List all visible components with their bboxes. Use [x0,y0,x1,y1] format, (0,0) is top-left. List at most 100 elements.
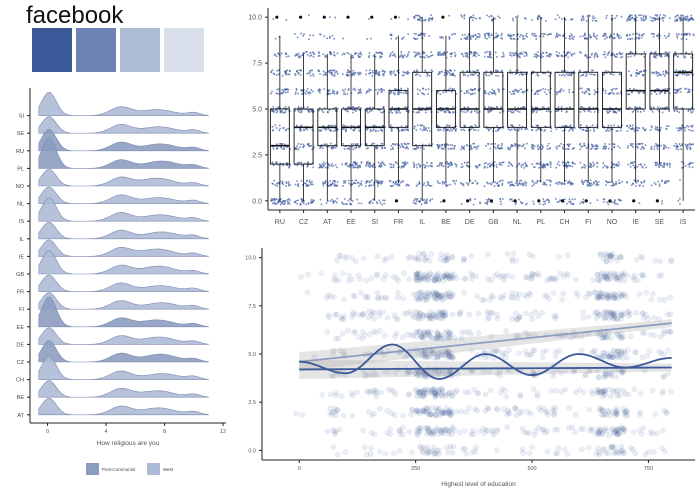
scatter-point [652,257,658,264]
jitter-point [460,52,463,55]
jitter-point [437,51,439,54]
jitter-point [334,74,336,77]
jitter-point [485,32,488,35]
scatter-point [509,315,516,322]
jitter-point [557,55,560,57]
jitter-point [272,129,274,131]
scatter-point [333,335,339,342]
jitter-point [359,90,361,93]
jitter-point [472,92,474,95]
jitter-point [333,181,336,183]
jitter-point [520,51,523,54]
scatter-point [475,390,481,397]
jitter-point [307,184,309,187]
jitter-point [475,17,477,20]
jitter-point [406,129,408,131]
jitter-point [487,127,490,129]
jitter-point [449,87,452,90]
jitter-point [405,72,408,74]
jitter-point [306,143,309,145]
jitter-point [488,162,491,165]
jitter-point [446,161,448,163]
jitter-point [451,163,453,166]
jitter-point [392,148,394,150]
jitter-point [324,56,327,58]
jitter-point [422,93,425,95]
jitter-point [276,185,279,187]
jitter-point [354,161,356,163]
jitter-point [510,55,513,57]
jitter-point [354,179,357,182]
jitter-point [399,181,402,184]
jitter-point [495,130,497,132]
jitter-point [383,163,385,165]
jitter-point [398,16,400,19]
jitter-point [426,161,428,164]
jitter-point [390,18,393,20]
jitter-point [517,129,519,132]
jitter-point [468,32,470,35]
jitter-point [468,92,470,94]
jitter-point [467,106,469,108]
jitter-point [286,88,289,90]
jitter-point [310,54,313,57]
jitter-point [538,35,541,38]
jitter-point [431,143,434,145]
jitter-point [425,128,427,130]
jitter-point [557,91,559,94]
jitter-point [333,146,335,148]
jitter-point [354,166,357,169]
jitter-point [404,147,407,150]
jitter-point [422,184,425,186]
jitter-point [520,164,523,166]
jitter-point [302,184,304,186]
jitter-point [516,89,518,92]
jitter-point [492,92,494,94]
jitter-point [302,34,304,37]
jitter-point [343,91,345,93]
jitter-point [466,38,469,40]
jitter-point [301,93,303,95]
jitter-point [498,164,501,166]
jitter-point [305,51,307,53]
jitter-point [357,167,359,169]
jitter-point [401,129,404,131]
scatter-point [520,450,526,456]
jitter-point [368,184,371,186]
jitter-point [287,202,289,205]
jitter-point [494,92,496,94]
jitter-point [460,128,462,131]
swatch-3 [120,28,160,72]
jitter-point [525,182,528,184]
jitter-point [522,183,525,185]
jitter-point [569,51,571,54]
jitter-point [408,71,410,74]
jitter-point [274,37,277,40]
jitter-point [280,92,282,95]
jitter-point [395,143,398,145]
jitter-point [516,90,518,93]
jitter-point [507,165,510,167]
jitter-point [383,70,386,73]
scatter-point [585,313,592,320]
jitter-point [278,124,281,127]
jitter-point [562,161,564,163]
jitter-point [518,55,520,58]
box-outlier [275,15,279,19]
jitter-point [573,52,576,55]
jitter-point [360,202,363,205]
jitter-point [405,125,407,127]
jitter-point [562,164,565,167]
jitter-point [497,184,500,187]
jitter-point [413,199,415,202]
jitter-point [437,73,440,76]
jitter-point [441,183,444,185]
jitter-point [560,88,563,90]
jitter-point [390,109,393,111]
jitter-point [513,54,516,56]
jitter-point [431,70,434,73]
jitter-point [396,179,399,182]
jitter-point [360,180,363,183]
jitter-point [307,161,309,163]
ridge-FI [38,292,209,310]
